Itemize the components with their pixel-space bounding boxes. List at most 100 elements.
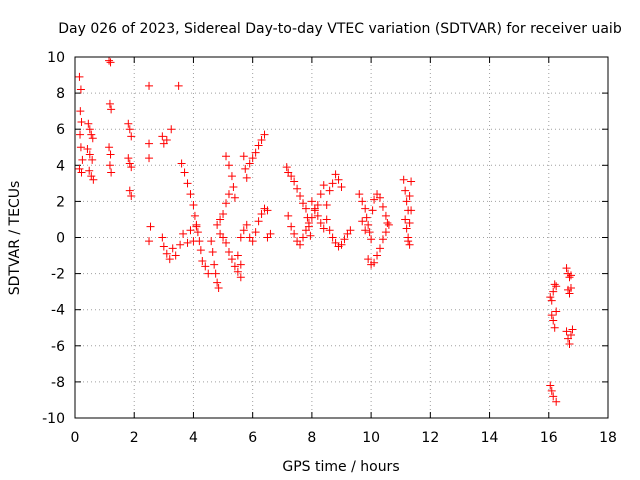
data-point xyxy=(328,179,337,188)
y-tick-label: 2 xyxy=(56,194,65,210)
data-point xyxy=(364,220,373,229)
data-point xyxy=(378,202,387,211)
data-point xyxy=(296,191,305,200)
data-point xyxy=(301,204,310,213)
data-point xyxy=(566,271,575,280)
data-point xyxy=(107,168,116,177)
data-point xyxy=(75,72,84,81)
data-point xyxy=(546,293,555,302)
data-point xyxy=(552,282,561,291)
data-point xyxy=(158,132,167,141)
data-point xyxy=(127,163,136,172)
x-tick-label: 4 xyxy=(189,430,198,446)
data-point xyxy=(547,311,556,320)
data-point xyxy=(364,255,373,264)
data-point xyxy=(290,177,299,186)
data-point xyxy=(233,251,242,260)
data-point xyxy=(304,219,313,228)
data-point xyxy=(562,264,571,273)
data-point xyxy=(125,186,134,195)
data-point xyxy=(287,172,296,181)
data-point xyxy=(373,251,382,260)
data-point xyxy=(230,262,239,271)
data-point xyxy=(211,269,220,278)
data-point xyxy=(325,186,334,195)
data-point xyxy=(401,186,410,195)
data-point xyxy=(222,199,231,208)
data-point xyxy=(236,260,245,269)
data-point xyxy=(196,246,205,255)
data-point xyxy=(192,220,201,229)
data-point xyxy=(358,197,367,206)
data-point xyxy=(219,210,228,219)
data-point xyxy=(213,220,222,229)
data-point xyxy=(124,119,133,128)
data-point xyxy=(239,226,248,235)
data-point xyxy=(78,155,87,164)
data-point xyxy=(216,215,225,224)
x-tick-label: 14 xyxy=(481,430,499,446)
data-point xyxy=(207,237,216,246)
y-tick-label: 4 xyxy=(56,158,65,174)
data-point xyxy=(145,154,154,163)
data-point xyxy=(106,150,115,159)
data-point xyxy=(125,159,134,168)
data-point xyxy=(105,161,114,170)
data-point xyxy=(549,316,558,325)
data-point xyxy=(325,226,334,235)
data-point xyxy=(105,56,114,65)
data-point xyxy=(177,159,186,168)
data-point xyxy=(378,235,387,244)
data-point xyxy=(158,233,167,242)
data-point xyxy=(337,182,346,191)
data-point xyxy=(87,130,96,139)
data-point xyxy=(76,130,85,139)
data-point xyxy=(375,244,384,253)
data-point xyxy=(233,267,242,276)
data-point xyxy=(224,190,233,199)
data-point xyxy=(284,211,293,220)
data-point xyxy=(210,260,219,269)
data-point xyxy=(361,226,370,235)
data-point xyxy=(248,237,257,246)
data-point xyxy=(552,397,561,406)
data-point xyxy=(266,229,275,238)
data-point xyxy=(146,222,155,231)
data-point xyxy=(168,244,177,253)
chart-title: Day 026 of 2023, Sidereal Day-to-day VTE… xyxy=(58,21,622,37)
data-point xyxy=(313,211,322,220)
data-point xyxy=(257,136,266,145)
data-point xyxy=(365,228,374,237)
data-point xyxy=(77,168,86,177)
y-tick-label: -6 xyxy=(51,339,65,355)
x-tick-label: 8 xyxy=(307,430,316,446)
data-point xyxy=(549,287,558,296)
y-tick-label: 8 xyxy=(56,86,65,102)
data-point xyxy=(183,179,192,188)
y-tick-label: -8 xyxy=(51,375,65,391)
data-point xyxy=(331,170,340,179)
data-point xyxy=(368,206,377,215)
data-point xyxy=(337,240,346,249)
data-point xyxy=(195,237,204,246)
data-point xyxy=(241,164,250,173)
data-point xyxy=(550,280,559,289)
data-point xyxy=(83,145,92,154)
data-point xyxy=(245,159,254,168)
y-tick-label: -4 xyxy=(51,303,65,319)
data-point xyxy=(127,132,136,141)
data-point xyxy=(316,219,325,228)
data-point xyxy=(550,323,559,332)
data-point xyxy=(145,237,154,246)
data-point xyxy=(370,258,379,267)
data-point xyxy=(254,141,263,150)
data-point xyxy=(145,139,154,148)
data-point xyxy=(227,172,236,181)
data-point xyxy=(290,229,299,238)
data-point xyxy=(381,211,390,220)
data-point xyxy=(162,249,171,258)
data-point xyxy=(407,206,416,215)
x-axis-label: GPS time / hours xyxy=(282,459,399,475)
data-point xyxy=(76,143,85,152)
data-point xyxy=(310,204,319,213)
